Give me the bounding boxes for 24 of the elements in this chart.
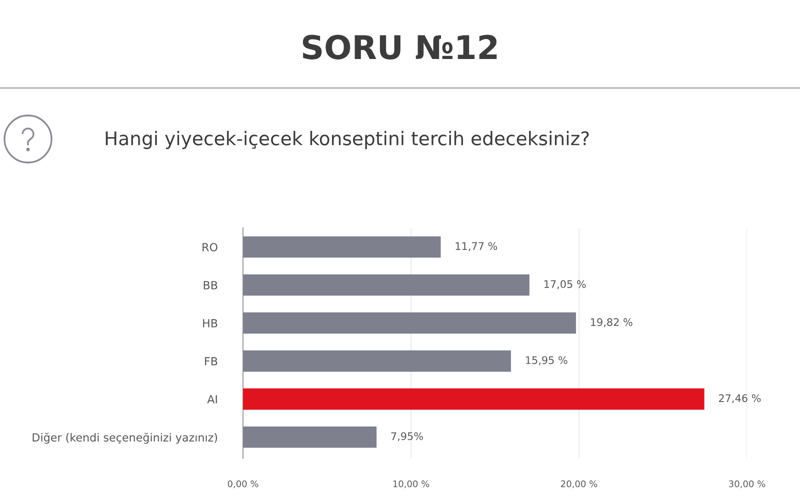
bar xyxy=(243,274,530,296)
data-label: 17,05 % xyxy=(544,280,586,290)
x-tick-label: 10,00 % xyxy=(393,480,430,488)
data-label: 27,46 % xyxy=(718,394,761,404)
data-label: 15,95 % xyxy=(526,356,568,366)
x-tick-label: 30,00 % xyxy=(729,480,766,488)
bar xyxy=(243,350,511,372)
y-tick-label: BB xyxy=(204,281,218,290)
bar xyxy=(243,312,576,334)
y-tick-label: FB xyxy=(205,357,218,366)
data-label: 7,95% xyxy=(391,432,423,442)
bar xyxy=(243,388,704,410)
x-tick-label: 20,00 % xyxy=(561,480,598,488)
data-label: 19,82 % xyxy=(591,318,632,328)
bar xyxy=(243,236,441,258)
bar xyxy=(243,426,377,448)
chart-subtitle: Hangi yiyecek-içecek konseptini tercih edeceksiniz? xyxy=(106,130,589,150)
y-tick-label: RO xyxy=(202,242,218,252)
x-tick-label: 0,00 % xyxy=(228,480,258,488)
y-tick-label: Diğer (kendi seçeneğinizi yazınız) xyxy=(32,432,218,444)
chart-title: SORU №12 xyxy=(302,34,497,60)
data-label: 11,77 % xyxy=(456,242,498,252)
y-tick-label: AI xyxy=(207,395,217,404)
y-tick-label: HB xyxy=(203,319,218,328)
